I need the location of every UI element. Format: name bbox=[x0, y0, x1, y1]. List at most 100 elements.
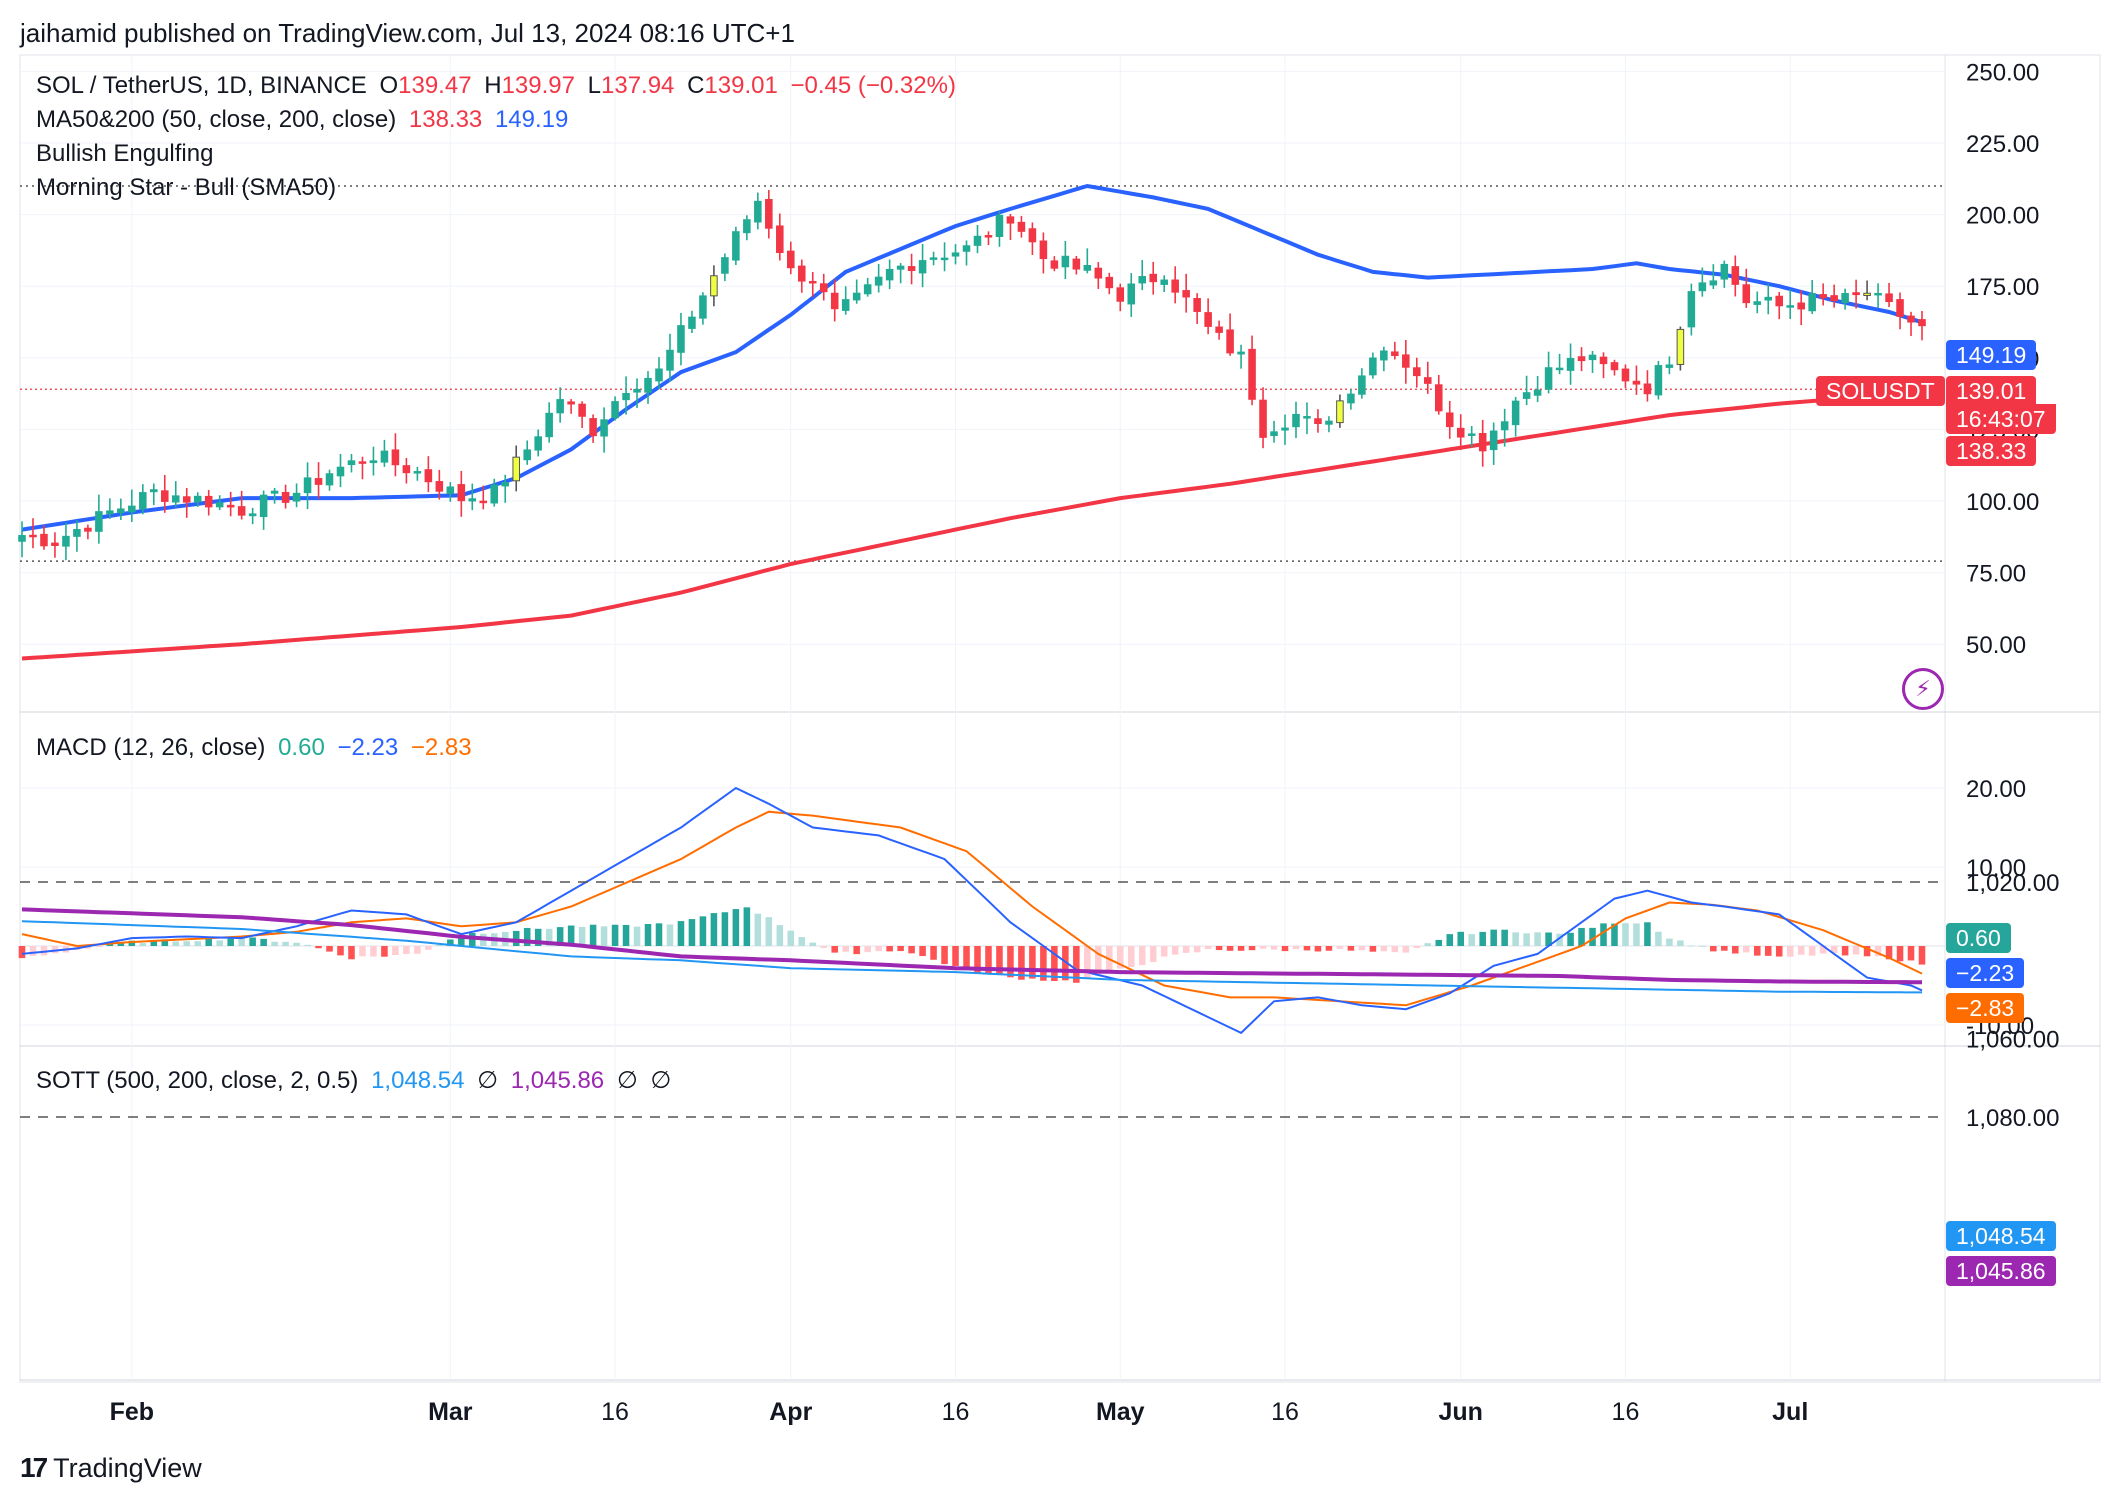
candle-body bbox=[1720, 263, 1729, 280]
macd-histogram-bar bbox=[1073, 946, 1080, 983]
macd-histogram-bar bbox=[1457, 931, 1465, 946]
macd-histogram-bar bbox=[414, 946, 421, 954]
macd-histogram-bar bbox=[1808, 946, 1816, 956]
candle-body bbox=[1918, 319, 1926, 327]
pattern-legend-1[interactable]: Bullish Engulfing bbox=[36, 140, 214, 167]
candle-body bbox=[589, 418, 597, 437]
ma-legend[interactable]: MA50&200 (50, close, 200, close) 138.33 … bbox=[36, 106, 574, 134]
macd-histogram-bar bbox=[194, 941, 201, 946]
lightning-icon[interactable]: ⚡ bbox=[1902, 668, 1944, 710]
candle-body bbox=[754, 200, 762, 223]
close-value: 139.01 bbox=[704, 72, 778, 99]
candle-body bbox=[1819, 294, 1827, 299]
macd-histogram-bar bbox=[1786, 946, 1794, 957]
macd-histogram-bar bbox=[1281, 946, 1289, 952]
macd-histogram-bar bbox=[1874, 946, 1882, 957]
macd-histogram-bar bbox=[1732, 946, 1739, 954]
macd-line-value: −2.23 bbox=[337, 734, 399, 761]
macd-histogram-bar bbox=[1237, 946, 1245, 951]
candle-body bbox=[292, 492, 301, 502]
candle-body bbox=[40, 533, 48, 547]
sott-legend[interactable]: SOTT (500, 200, close, 2, 0.5) 1,048.54 … bbox=[36, 1066, 677, 1095]
candle-body bbox=[1314, 418, 1322, 425]
candle-body bbox=[721, 257, 729, 274]
candle-body bbox=[1303, 416, 1311, 419]
pattern-legend-2[interactable]: Morning Star - Bull (SMA50) bbox=[36, 174, 337, 201]
candle-body bbox=[1039, 240, 1048, 260]
candle-body bbox=[1665, 364, 1674, 368]
candle-body bbox=[567, 401, 575, 405]
change-value: −0.45 (−0.32%) bbox=[790, 72, 956, 99]
candle-body bbox=[973, 235, 982, 246]
macd-histogram-bar bbox=[260, 938, 267, 946]
macd-histogram-bar bbox=[567, 925, 575, 946]
candle-body bbox=[797, 265, 806, 282]
macd-histogram-bar bbox=[1193, 946, 1201, 953]
macd-hist-value: 0.60 bbox=[278, 734, 325, 761]
candle-body bbox=[611, 401, 619, 419]
close-label: C bbox=[687, 72, 705, 99]
candle-body bbox=[1347, 393, 1355, 404]
price-axis-tick: 250.00 bbox=[1966, 59, 2039, 86]
macd-histogram-bar bbox=[1402, 946, 1410, 953]
macd-histogram-bar bbox=[1753, 946, 1761, 956]
candle-body bbox=[1654, 365, 1663, 396]
macd-histogram-bar bbox=[1611, 923, 1618, 946]
time-axis-tick: Mar bbox=[428, 1398, 473, 1426]
candle-body bbox=[18, 535, 26, 542]
tradingview-brand[interactable]: 17 TradingView bbox=[20, 1452, 202, 1484]
candle-body bbox=[1215, 326, 1223, 333]
sott-signal-line bbox=[21, 907, 1922, 985]
candle-body bbox=[1434, 384, 1443, 412]
macd-histogram-bar bbox=[1666, 938, 1673, 946]
candle-body bbox=[1094, 267, 1103, 279]
macd-signal-value: −2.83 bbox=[410, 734, 472, 761]
low-value: 137.94 bbox=[601, 72, 675, 99]
price-axis-tick: 100.00 bbox=[1966, 489, 2039, 516]
macd-histogram-bar bbox=[820, 946, 828, 948]
sott-value-2: 1,045.86 bbox=[510, 1067, 605, 1094]
sott-empty-3: ∅ bbox=[650, 1067, 672, 1094]
macd-histogram-bar bbox=[1248, 946, 1256, 951]
candle-body bbox=[402, 465, 411, 474]
macd-legend[interactable]: MACD (12, 26, close) 0.60 −2.23 −2.83 bbox=[36, 734, 478, 762]
macd-histogram-bar bbox=[1325, 946, 1333, 951]
candle-body bbox=[490, 484, 499, 504]
candle-body bbox=[951, 252, 960, 257]
time-axis-tick: Jul bbox=[1772, 1398, 1808, 1426]
candle-body bbox=[1522, 392, 1531, 399]
candle-body bbox=[1061, 255, 1070, 268]
symbol-title[interactable]: SOL / TetherUS, 1D, BINANCE bbox=[36, 72, 367, 99]
candle-body bbox=[666, 349, 674, 371]
macd-histogram-bar bbox=[721, 912, 729, 946]
candle-body bbox=[1643, 383, 1652, 395]
macd-histogram-bar bbox=[875, 946, 882, 952]
candle-body bbox=[1456, 427, 1465, 438]
candle-body bbox=[1138, 276, 1147, 284]
macd-histogram-bar bbox=[216, 940, 223, 946]
candle-body bbox=[1281, 427, 1289, 431]
macd-histogram-bar bbox=[1138, 946, 1146, 966]
macd-histogram-bar bbox=[1435, 939, 1443, 946]
candle-body bbox=[534, 436, 542, 451]
candle-body bbox=[1698, 282, 1707, 292]
macd-histogram-bar bbox=[1204, 946, 1212, 950]
macd-histogram-bar bbox=[776, 925, 784, 946]
candle-body bbox=[600, 419, 608, 437]
candle-body bbox=[710, 275, 718, 297]
macd-histogram-bar bbox=[29, 946, 37, 956]
macd-histogram-bar bbox=[1380, 946, 1388, 952]
candle-body bbox=[237, 506, 246, 516]
macd-histogram-bar bbox=[1644, 922, 1651, 946]
candle-body bbox=[281, 491, 290, 503]
sott-empty-2: ∅ bbox=[616, 1067, 638, 1094]
time-axis-tick: Apr bbox=[769, 1398, 812, 1426]
time-axis-tick: 16 bbox=[1612, 1398, 1640, 1426]
macd-histogram-bar bbox=[1413, 946, 1421, 948]
macd-histogram-bar bbox=[1018, 946, 1025, 980]
sott2-tag: 1,045.86 bbox=[1946, 1256, 2056, 1286]
time-axis-tick: May bbox=[1096, 1398, 1145, 1426]
close-price-tag: 139.01 bbox=[1946, 376, 2037, 406]
macd-axis-tick: 10.00 bbox=[1966, 855, 2026, 882]
